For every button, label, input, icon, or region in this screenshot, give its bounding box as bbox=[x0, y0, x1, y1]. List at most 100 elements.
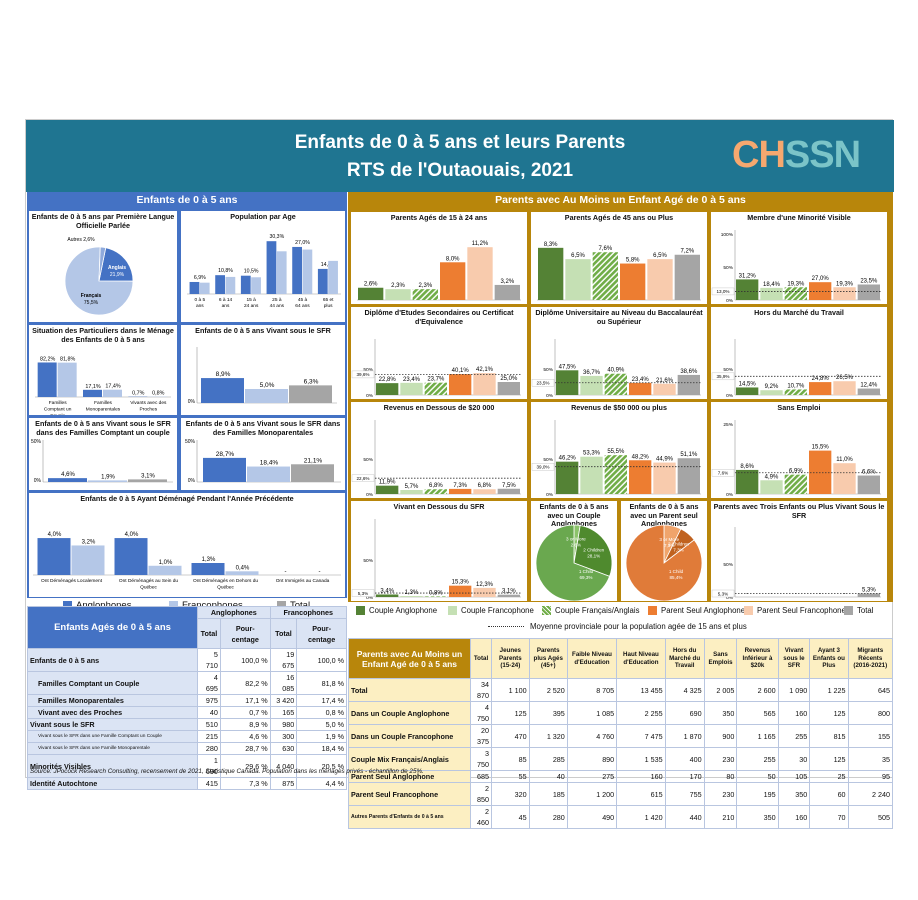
chart-title: Membre d'une Minorité Visible bbox=[747, 213, 851, 222]
reference-label: 39,6% bbox=[356, 372, 369, 377]
row-label: Vivant sous le SFR dans une Famille Comp… bbox=[27, 730, 198, 743]
tick-label: 0% bbox=[188, 399, 196, 405]
table-row: Vivant sous le SFR dans une Famille Mono… bbox=[27, 742, 347, 755]
bar bbox=[203, 457, 246, 482]
bar bbox=[449, 488, 472, 494]
legend-label: Total bbox=[290, 600, 311, 611]
bar bbox=[809, 382, 832, 395]
reference-label: 23,5% bbox=[536, 381, 549, 386]
bar bbox=[653, 383, 676, 395]
chart-svg: 50% 0% 4,6% 1,9% 3,1% bbox=[31, 439, 173, 484]
slice-label: Anglais bbox=[108, 265, 126, 271]
bar bbox=[83, 389, 102, 397]
table-cell: 2 255 bbox=[616, 701, 666, 725]
data-label: 10,7% bbox=[787, 383, 805, 389]
data-label: 6,9% bbox=[194, 275, 206, 281]
tick-label: 50% bbox=[31, 439, 42, 445]
data-label: 5,0% bbox=[260, 382, 275, 389]
data-label: 3,1% bbox=[502, 589, 516, 595]
data-label: 19,3% bbox=[787, 281, 805, 287]
tick-label: 0% bbox=[726, 393, 734, 399]
table-cell: 16 085 bbox=[269, 671, 298, 695]
table-cell: 125 bbox=[809, 701, 849, 725]
data-label: 4,6% bbox=[61, 472, 75, 478]
data-label: 3,1% bbox=[141, 473, 155, 479]
chart-svg: 0% 8,9% 5,0% 6,3% bbox=[188, 347, 337, 405]
bar bbox=[88, 480, 127, 482]
legend-item-couple-mix: Couple Français/Anglais bbox=[542, 606, 640, 615]
tick-label: 0% bbox=[366, 595, 374, 601]
table-cell: 4,4 % bbox=[296, 777, 347, 790]
row-label: Couple Mix Français/Anglais bbox=[348, 747, 471, 771]
legend-label: Total bbox=[857, 606, 874, 615]
table-header: Haut Niveau d'Education bbox=[616, 638, 666, 679]
table-cell: 2 600 bbox=[736, 678, 779, 702]
table-cell: 125 bbox=[809, 747, 849, 771]
reference-box bbox=[351, 370, 375, 379]
table-cell: 320 bbox=[491, 782, 530, 806]
row-label: Parent Seul Francophone bbox=[348, 782, 471, 806]
reference-label: 5,3% bbox=[358, 591, 368, 596]
reference-box bbox=[711, 589, 735, 598]
data-label: 2,6% bbox=[364, 282, 378, 288]
tick-label: Comptant un bbox=[44, 407, 72, 413]
bar bbox=[191, 563, 225, 575]
table-cell: 395 bbox=[528, 701, 568, 725]
tick-label: Monoparentales bbox=[86, 407, 121, 413]
row-label: Dans un Couple Anglophone bbox=[348, 701, 471, 725]
slice-label: 85,4% bbox=[669, 575, 682, 580]
bar bbox=[317, 268, 328, 294]
chart-title: Population par Age bbox=[230, 212, 296, 221]
table-header: Total bbox=[269, 618, 298, 649]
table-cell: 60 bbox=[809, 782, 849, 806]
bar bbox=[833, 381, 856, 395]
bar bbox=[653, 462, 676, 494]
left-section-header: Enfants de 0 à 5 ans bbox=[27, 192, 347, 209]
slice-label: 75,5% bbox=[84, 300, 99, 306]
table-cell: 80 bbox=[703, 770, 738, 783]
table-row: Total 34 870 1 100 2 520 8 705 13 455 4 325 2 0… bbox=[348, 678, 894, 702]
table-cell: 815 bbox=[809, 724, 849, 748]
table-children: Enfants Agés de 0 à 5 ans Anglophones Fr… bbox=[27, 606, 348, 790]
slice-label: 3 or More bbox=[659, 537, 679, 542]
table-cell: 350 bbox=[703, 701, 738, 725]
data-label: 3,2% bbox=[500, 279, 514, 285]
data-label: 7,5% bbox=[502, 483, 516, 489]
data-label: 21,6% bbox=[656, 378, 674, 384]
bar bbox=[833, 463, 856, 494]
data-label: 24,8% bbox=[812, 376, 830, 382]
table-cell: 275 bbox=[566, 770, 618, 783]
table-cell: 1 225 bbox=[809, 678, 849, 702]
chart-sfr: Enfants de 0 à 5 ans Vivant sous le SFR 0… bbox=[181, 325, 345, 415]
data-label: 6,5% bbox=[653, 253, 667, 259]
chart-title: Enfants de 0 à 5 Ayant Déménagé Pendant … bbox=[80, 494, 294, 503]
table-cell: 13 455 bbox=[616, 678, 666, 702]
table-cell: 160 bbox=[777, 805, 811, 829]
table-header: Pour-centage bbox=[219, 618, 271, 649]
slice-label: 7,3% bbox=[664, 543, 674, 548]
row-label: Dans un Couple Francophone bbox=[348, 724, 471, 748]
chart-title: Vivant en Dessous du SFR bbox=[393, 502, 485, 511]
table-cell: 5,0 % bbox=[296, 718, 347, 731]
chart-svg: 2,6% 2,3% 2,3% 8,0% 11,2% 3,2% bbox=[357, 241, 521, 301]
tick-label: 0% bbox=[366, 492, 374, 498]
table-cell: 34 870 bbox=[469, 678, 493, 702]
tick-label: 50% bbox=[185, 439, 196, 445]
bar bbox=[400, 382, 423, 395]
table-cell: 230 bbox=[703, 747, 738, 771]
bar bbox=[736, 279, 759, 300]
table-cell: 800 bbox=[847, 701, 894, 725]
bar bbox=[629, 382, 652, 395]
bar bbox=[604, 373, 627, 395]
table-cell: 28,7 % bbox=[219, 742, 271, 755]
table-cell: 165 bbox=[269, 706, 298, 719]
table-cell: 25 bbox=[809, 770, 849, 783]
table-header: Hors du Marché du Travail bbox=[664, 638, 705, 679]
tick-label: 50% bbox=[723, 562, 733, 568]
data-label: 5,3% bbox=[862, 588, 876, 594]
legend-item-parent-franco: Parent Seul Francophone bbox=[744, 606, 846, 615]
data-label: 51,1% bbox=[680, 452, 698, 458]
row-label: Vivant sous le SFR dans une Famille Mono… bbox=[27, 742, 198, 755]
data-label: 18,4% bbox=[763, 282, 781, 288]
